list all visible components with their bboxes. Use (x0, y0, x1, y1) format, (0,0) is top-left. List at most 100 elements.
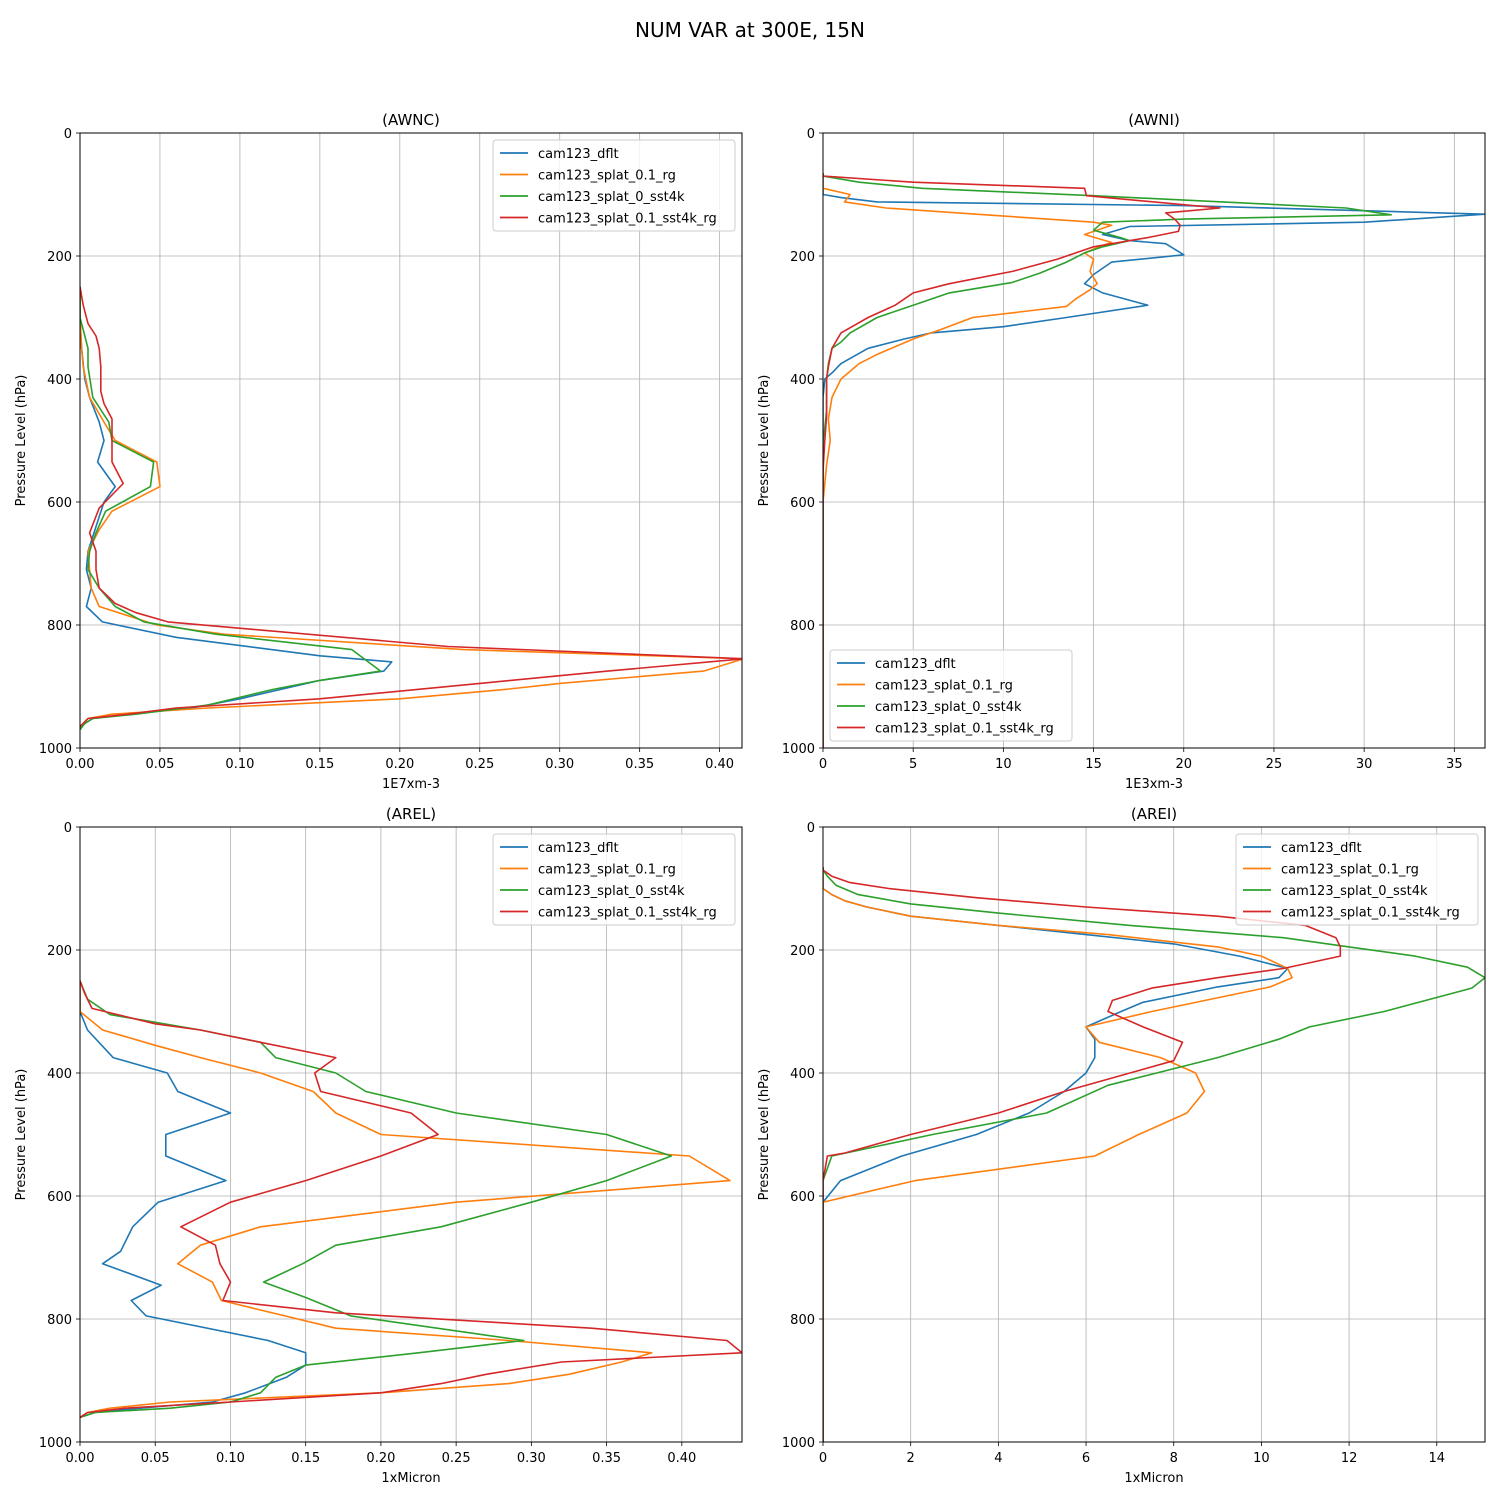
legend: cam123_dflt cam123_splat_0.1_rg cam123_spl… (492, 833, 736, 926)
y-tick-label: 400 (47, 1067, 72, 1082)
y-tick-label: 400 (790, 373, 815, 388)
y-tick-label: 0 (64, 821, 72, 836)
y-tick-label: 1000 (39, 1436, 72, 1451)
legend-label: cam123_splat_0_sst4k (538, 190, 685, 205)
legend-label: cam123_dflt (538, 147, 619, 162)
y-tick-label: 200 (47, 944, 72, 959)
x-tick-label: 4 (994, 1451, 1002, 1466)
y-tick-label: 600 (47, 496, 72, 511)
panel-awnc: 0.00 0.05 0.10 0.15 0.20 0.25 0.30 0.35 0.40 0 200… (14, 111, 743, 792)
legend-label: cam123_splat_0.1_sst4k_rg (538, 212, 717, 227)
x-tick-label: 0.00 (66, 1451, 95, 1466)
x-tick-label: 0 (819, 1451, 827, 1466)
y-tick-label: 800 (790, 619, 815, 634)
axes-frame (822, 826, 1486, 1443)
x-tick-label: 10 (1253, 1451, 1270, 1466)
legend-label: cam123_splat_0.1_sst4k_rg (1281, 906, 1460, 921)
legend-label: cam123_splat_0.1_rg (875, 679, 1013, 694)
panel-title: (AREL) (386, 805, 436, 823)
x-axis-label: 1xMicron (381, 1471, 440, 1486)
legend-label: cam123_splat_0.1_rg (1281, 863, 1419, 878)
x-tick-label: 10 (995, 757, 1012, 772)
x-tick-label: 0.05 (141, 1451, 170, 1466)
y-tick-label: 1000 (39, 742, 72, 757)
y-tick-label: 200 (47, 250, 72, 265)
x-tick-label: 0.40 (667, 1451, 696, 1466)
series-line-cam123-splat-0-sst4k (80, 286, 382, 730)
y-tick-label: 1000 (782, 1436, 815, 1451)
y-tick-label: 600 (790, 496, 815, 511)
y-axis-label: Pressure Level (hPa) (757, 1069, 772, 1201)
series-line-cam123-splat-0-sst4k (80, 980, 673, 1419)
series-line-cam123-splat-0-1-sst4k-rg (823, 867, 1342, 1442)
x-tick-label: 25 (1266, 757, 1283, 772)
series-line-cam123-dflt (823, 173, 1485, 748)
x-tick-label: 0.25 (442, 1451, 471, 1466)
y-tick-label: 200 (790, 944, 815, 959)
x-tick-label: 0.15 (305, 757, 334, 772)
y-tick-label: 400 (790, 1067, 815, 1082)
y-tick-label: 0 (64, 127, 72, 142)
y-axis-label: Pressure Level (hPa) (14, 375, 29, 507)
x-tick-label: 0.10 (225, 757, 254, 772)
legend-box (492, 833, 736, 926)
legend-label: cam123_splat_0_sst4k (875, 700, 1022, 715)
series-line-cam123-splat-0-1-rg (823, 173, 1113, 748)
x-tick-label: 30 (1356, 757, 1373, 772)
x-axis-label: 1E3xm-3 (1125, 777, 1183, 792)
panel-arei: 0 2 4 6 8 10 12 14 0 200 400 600 800 1000 (AREI) 1xMicr… (757, 805, 1486, 1486)
panel-title: (AREI) (1131, 805, 1177, 823)
x-tick-label: 0.30 (545, 757, 574, 772)
x-tick-label: 5 (909, 757, 917, 772)
x-axis-label: 1xMicron (1124, 1471, 1183, 1486)
x-tick-label: 2 (907, 1451, 915, 1466)
x-tick-label: 0.15 (291, 1451, 320, 1466)
legend-label: cam123_dflt (538, 841, 619, 856)
panel-arel: 0.00 0.05 0.10 0.15 0.20 0.25 0.30 0.35 0.40 0 200… (14, 805, 743, 1486)
series-line-cam123-splat-0-sst4k (823, 867, 1485, 1442)
y-tick-label: 600 (47, 1190, 72, 1205)
x-tick-label: 15 (1085, 757, 1102, 772)
legend: cam123_dflt cam123_splat_0.1_rg cam123_spl… (492, 139, 736, 232)
legend-label: cam123_splat_0_sst4k (1281, 884, 1428, 899)
series-group (823, 867, 1485, 1442)
x-tick-label: 0.10 (216, 1451, 245, 1466)
x-tick-label: 12 (1341, 1451, 1358, 1466)
x-tick-label: 14 (1429, 1451, 1446, 1466)
legend-label: cam123_splat_0.1_rg (538, 169, 676, 184)
x-tick-label: 0.20 (366, 1451, 395, 1466)
series-line-cam123-dflt (80, 980, 307, 1419)
x-tick-label: 0.20 (385, 757, 414, 772)
x-tick-label: 0.00 (66, 757, 95, 772)
legend: cam123_dflt cam123_splat_0.1_rg cam123_spl… (829, 649, 1073, 742)
x-tick-label: 0.35 (592, 1451, 621, 1466)
y-tick-label: 800 (47, 619, 72, 634)
y-tick-label: 800 (790, 1313, 815, 1328)
x-tick-label: 35 (1446, 757, 1463, 772)
series-line-cam123-splat-0-1-sst4k-rg (823, 173, 1221, 748)
series-line-cam123-dflt (80, 286, 393, 730)
axes-frame (79, 826, 743, 1443)
x-tick-label: 0 (819, 757, 827, 772)
series-group (80, 980, 742, 1419)
x-axis-label: 1E7xm-3 (382, 777, 440, 792)
x-tick-label: 0.05 (145, 757, 174, 772)
legend-box (1235, 833, 1479, 926)
axes-frame (822, 132, 1486, 749)
x-tick-label: 0.40 (705, 757, 734, 772)
figure-title: NUM VAR at 300E, 15N (635, 18, 865, 42)
legend-label: cam123_splat_0.1_sst4k_rg (875, 722, 1054, 737)
legend-label: cam123_dflt (1281, 841, 1362, 856)
x-tick-label: 0.35 (625, 757, 654, 772)
legend-box (829, 649, 1073, 742)
y-axis-label: Pressure Level (hPa) (14, 1069, 29, 1201)
series-line-cam123-splat-0-1-rg (823, 867, 1293, 1442)
series-line-cam123-splat-0-1-rg (80, 286, 742, 730)
y-axis-label: Pressure Level (hPa) (757, 375, 772, 507)
y-tick-label: 0 (807, 127, 815, 142)
x-tick-label: 0.25 (465, 757, 494, 772)
y-tick-label: 400 (47, 373, 72, 388)
series-line-cam123-splat-0-1-rg (80, 980, 731, 1419)
legend-label: cam123_splat_0.1_rg (538, 863, 676, 878)
